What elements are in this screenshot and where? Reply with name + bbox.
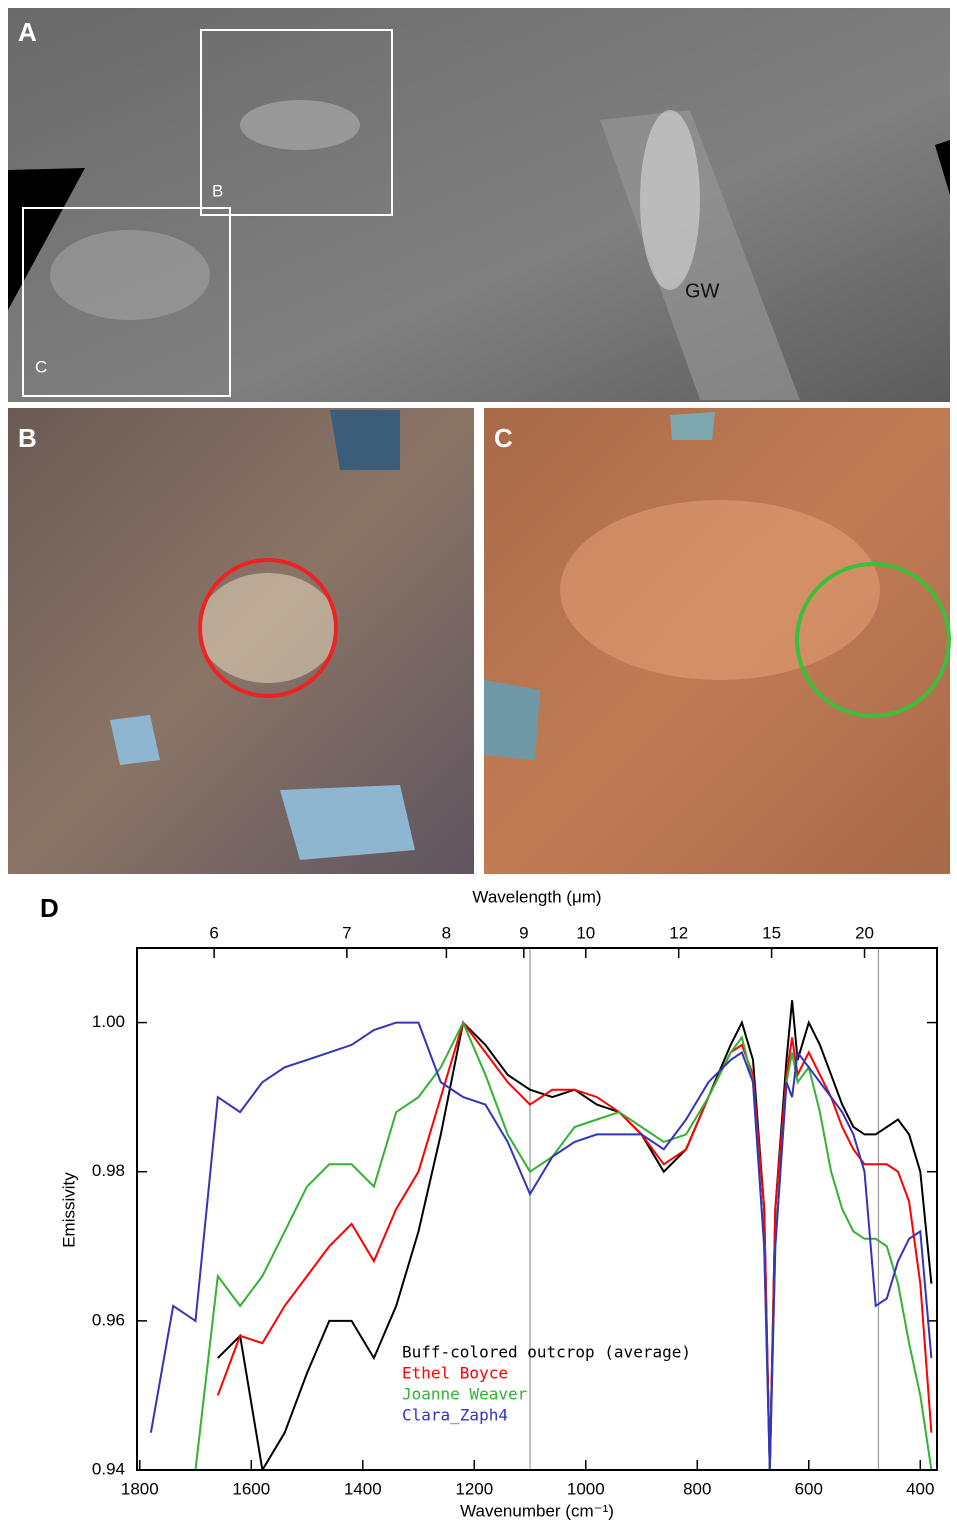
x2-tick-label: 10 (576, 923, 595, 942)
rock (330, 410, 400, 470)
y-tick-label: 0.96 (92, 1310, 125, 1329)
bright-soil (560, 500, 880, 680)
x-axis-label: Wavenumber (cm⁻¹) (460, 1501, 614, 1520)
rock (280, 785, 415, 860)
x2-tick-label: 9 (519, 923, 528, 942)
x-tick-label: 400 (906, 1479, 934, 1498)
x2-tick-label: 15 (762, 923, 781, 942)
rock (670, 412, 715, 440)
panel-c: C (484, 408, 950, 874)
x-tick-label: 600 (795, 1479, 823, 1498)
x2-tick-label: 6 (209, 923, 218, 942)
y-tick-label: 0.98 (92, 1161, 125, 1180)
legend-entry: Joanne Weaver (402, 1385, 528, 1404)
plot-frame (137, 948, 937, 1470)
bright-soil (240, 100, 360, 150)
x2-axis-label: Wavelength (μm) (472, 887, 601, 906)
y-tick-label: 0.94 (92, 1459, 125, 1478)
x-tick-label: 1600 (232, 1479, 270, 1498)
x-tick-label: 1400 (344, 1479, 382, 1498)
x2-tick-label: 20 (855, 923, 874, 942)
legend-entry: Buff-colored outcrop (average) (402, 1343, 691, 1362)
panel-label: D (40, 893, 59, 923)
chart: D Wavelength (μm) Wavenumber (cm⁻¹) Emis… (40, 887, 937, 1520)
x-tick-label: 1000 (567, 1479, 605, 1498)
series-line (218, 1000, 932, 1470)
figure: A B C GW B C D Wavelength (μm) Wavenumbe… (0, 0, 957, 1524)
bright-soil (198, 573, 338, 683)
x-tick-label: 800 (683, 1479, 711, 1498)
x-tick-label: 1800 (121, 1479, 159, 1498)
x2-tick-label: 7 (342, 923, 351, 942)
panel-label: C (494, 423, 513, 453)
bright-soil (50, 230, 210, 320)
y-axis-label: Emissivity (59, 1172, 78, 1248)
x2-tick-label: 8 (442, 923, 451, 942)
bright-soil (640, 110, 700, 290)
x2-tick-label: 12 (669, 923, 688, 942)
box-label: C (35, 357, 47, 376)
legend-entry: Clara_Zaph4 (402, 1406, 508, 1425)
x-tick-label: 1200 (455, 1479, 493, 1498)
rock (484, 680, 540, 760)
feature-label: GW (685, 280, 720, 302)
box-label: B (212, 181, 223, 200)
panel-label: B (18, 423, 37, 453)
panel-a: A B C GW (8, 8, 950, 402)
y-tick-label: 1.00 (92, 1012, 125, 1031)
photo-a (8, 8, 950, 402)
panel-b: B (8, 408, 474, 874)
legend-entry: Ethel Boyce (402, 1364, 508, 1383)
panel-label: A (18, 17, 37, 47)
